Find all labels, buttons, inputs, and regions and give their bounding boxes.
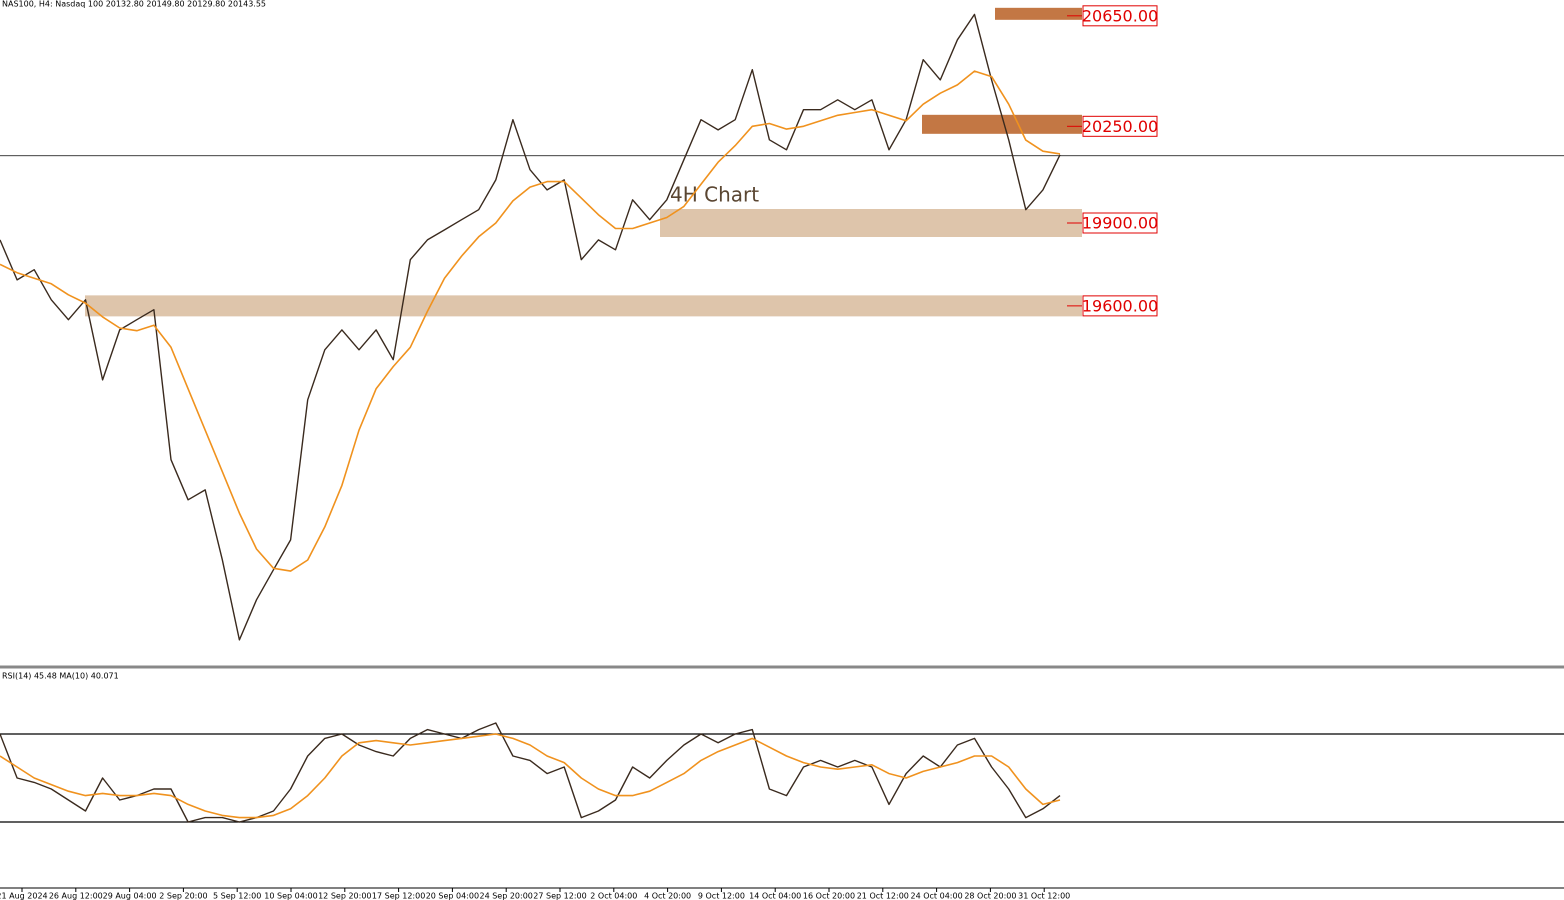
chart-annotation: 4H Chart bbox=[670, 183, 759, 207]
moving-average-line bbox=[0, 70, 1061, 572]
time-label: 24 Sep 20:00 bbox=[479, 892, 532, 900]
time-label: 29 Aug 04:00 bbox=[103, 892, 157, 900]
time-label: 12 Sep 20:00 bbox=[318, 892, 371, 900]
time-label: 17 Sep 12:00 bbox=[372, 892, 425, 900]
main-line bbox=[0, 13, 1061, 641]
level-zone bbox=[85, 295, 1082, 317]
time-label: 16 Oct 20:00 bbox=[803, 892, 855, 900]
level-zone bbox=[995, 7, 1082, 20]
time-label: 4 Oct 20:00 bbox=[644, 892, 691, 900]
time-label: 9 Oct 12:00 bbox=[698, 892, 745, 900]
time-label: 2 Sep 20:00 bbox=[159, 892, 207, 900]
time-label: 21 Aug 2024 bbox=[0, 892, 48, 900]
level-label-box bbox=[1082, 295, 1158, 317]
level-label-box bbox=[1082, 212, 1158, 234]
time-label: 10 Sep 04:00 bbox=[264, 892, 317, 900]
time-label: 21 Oct 12:00 bbox=[857, 892, 909, 900]
rsi-header: RSI(14) 45.48 MA(10) 40.071 bbox=[2, 672, 119, 681]
level-label: 20250.00 bbox=[1082, 117, 1158, 136]
time-label: 26 Aug 12:00 bbox=[49, 892, 103, 900]
level-label: 20650.00 bbox=[1082, 6, 1158, 25]
time-label: 5 Sep 12:00 bbox=[213, 892, 261, 900]
level-zone bbox=[922, 114, 1082, 134]
time-label: 24 Oct 04:00 bbox=[911, 892, 963, 900]
time-label: 14 Oct 04:00 bbox=[749, 892, 801, 900]
time-label: 31 Oct 12:00 bbox=[1018, 892, 1070, 900]
time-label: 20 Sep 04:00 bbox=[426, 892, 479, 900]
chart-header: NAS100, H4: Nasdaq 100 20132.80 20149.80… bbox=[2, 0, 266, 9]
time-label: 28 Oct 20:00 bbox=[964, 892, 1016, 900]
level-label-box bbox=[1082, 5, 1158, 27]
level-zone bbox=[660, 209, 1082, 237]
level-label: 19900.00 bbox=[1082, 214, 1158, 233]
level-label: 19600.00 bbox=[1082, 296, 1158, 315]
main-line bbox=[0, 722, 1061, 823]
time-label: 27 Sep 12:00 bbox=[533, 892, 586, 900]
moving-average-line bbox=[0, 733, 1061, 819]
time-label: 2 Oct 04:00 bbox=[590, 892, 637, 900]
level-label-box bbox=[1082, 115, 1158, 137]
